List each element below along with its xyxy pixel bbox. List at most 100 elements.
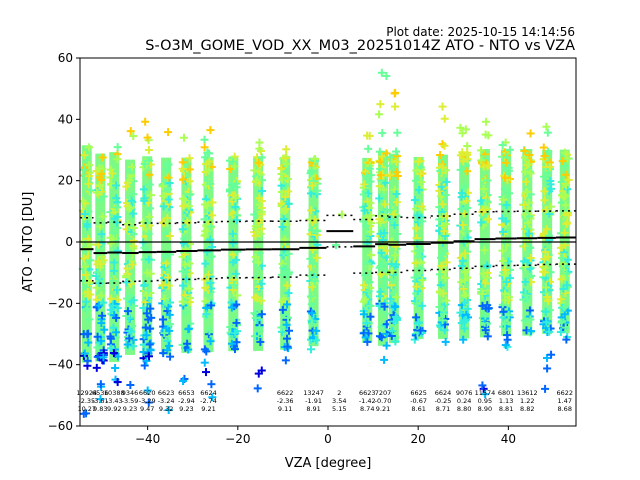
annotation-count: 6622	[277, 389, 294, 397]
data-point	[145, 340, 154, 349]
data-point	[142, 356, 151, 365]
bin-annotation: 7207-0.709.21	[375, 389, 392, 413]
data-point	[366, 312, 375, 321]
plot-date: Plot date: 2025-10-15 14:14:56	[386, 25, 575, 39]
data-point	[111, 364, 120, 373]
data-point	[367, 171, 376, 180]
data-point	[543, 353, 552, 362]
data-point	[359, 329, 368, 338]
data-point	[458, 221, 467, 230]
data-point	[255, 324, 264, 333]
data-point	[547, 350, 556, 359]
data-point	[126, 279, 135, 288]
data-point	[125, 326, 134, 335]
data-point	[178, 164, 187, 173]
data-point	[255, 144, 264, 153]
data-point	[226, 322, 235, 331]
data-point	[231, 194, 240, 203]
data-point	[279, 295, 288, 304]
data-point	[378, 223, 387, 232]
data-point	[232, 216, 241, 225]
data-point	[416, 326, 425, 335]
data-point	[505, 274, 514, 283]
data-point	[477, 146, 486, 155]
annotation-count: 6623	[359, 389, 376, 397]
data-point	[364, 178, 373, 187]
data-point	[127, 162, 136, 171]
data-point	[543, 252, 552, 261]
data-point	[207, 252, 216, 261]
data-point	[481, 130, 490, 139]
data-point	[436, 151, 445, 160]
data-point	[208, 211, 217, 220]
data-point	[557, 318, 566, 327]
data-point	[179, 133, 188, 142]
data-point	[113, 285, 122, 294]
data-point	[129, 132, 138, 141]
data-point	[478, 301, 487, 310]
data-point	[127, 196, 136, 205]
data-point	[123, 219, 132, 228]
data-point	[558, 157, 567, 166]
data-point	[389, 210, 398, 219]
data-point	[560, 228, 569, 237]
data-point	[229, 258, 238, 267]
data-point	[97, 169, 106, 178]
data-point	[253, 384, 262, 393]
data-point	[558, 191, 567, 200]
annotation-mean: -3.61	[92, 397, 109, 405]
data-point	[251, 231, 260, 240]
data-point	[158, 315, 167, 324]
data-point	[498, 246, 507, 255]
data-point	[98, 311, 107, 320]
data-point	[140, 243, 149, 252]
data-point	[106, 334, 115, 343]
data-point	[563, 255, 572, 264]
data-point	[143, 133, 152, 142]
data-point	[206, 337, 215, 346]
data-point	[84, 338, 93, 347]
bin-annotation: 6536-3.619.83	[92, 389, 109, 413]
data-point	[393, 128, 402, 137]
annotation-count: 9076	[456, 389, 473, 397]
data-point	[179, 175, 188, 184]
data-point	[541, 384, 550, 393]
data-point	[231, 202, 240, 211]
data-point	[93, 268, 102, 277]
data-point	[480, 246, 489, 255]
data-point	[257, 207, 266, 216]
data-point	[232, 338, 241, 347]
data-point	[278, 222, 287, 231]
data-point	[364, 287, 373, 296]
bin-annotation: 9346-3.599.23	[122, 389, 139, 413]
data-point	[461, 267, 470, 276]
data-point	[386, 205, 395, 214]
data-point	[390, 89, 399, 98]
data-point	[179, 194, 188, 203]
data-point	[457, 204, 466, 213]
data-point	[112, 181, 121, 190]
data-point	[337, 210, 346, 219]
data-point	[503, 335, 512, 344]
data-point	[389, 270, 398, 279]
data-point	[557, 253, 566, 262]
data-point	[83, 304, 92, 313]
data-point	[544, 147, 553, 156]
data-point	[378, 129, 387, 138]
bin-column	[385, 88, 402, 346]
annotation-mean: -2.36	[277, 397, 294, 405]
data-point	[250, 166, 259, 175]
data-point	[206, 126, 215, 135]
data-point	[362, 172, 371, 181]
data-point	[364, 144, 373, 153]
annotation-std: 9.23	[123, 405, 137, 413]
data-point	[376, 270, 385, 279]
data-point	[560, 162, 569, 171]
bin-column	[178, 133, 195, 386]
chart-title: S-O3M_GOME_VOD_XX_M03_20251014Z ATO - NT…	[145, 38, 575, 54]
data-point	[283, 300, 292, 309]
data-point	[165, 310, 174, 319]
data-point	[463, 167, 472, 176]
